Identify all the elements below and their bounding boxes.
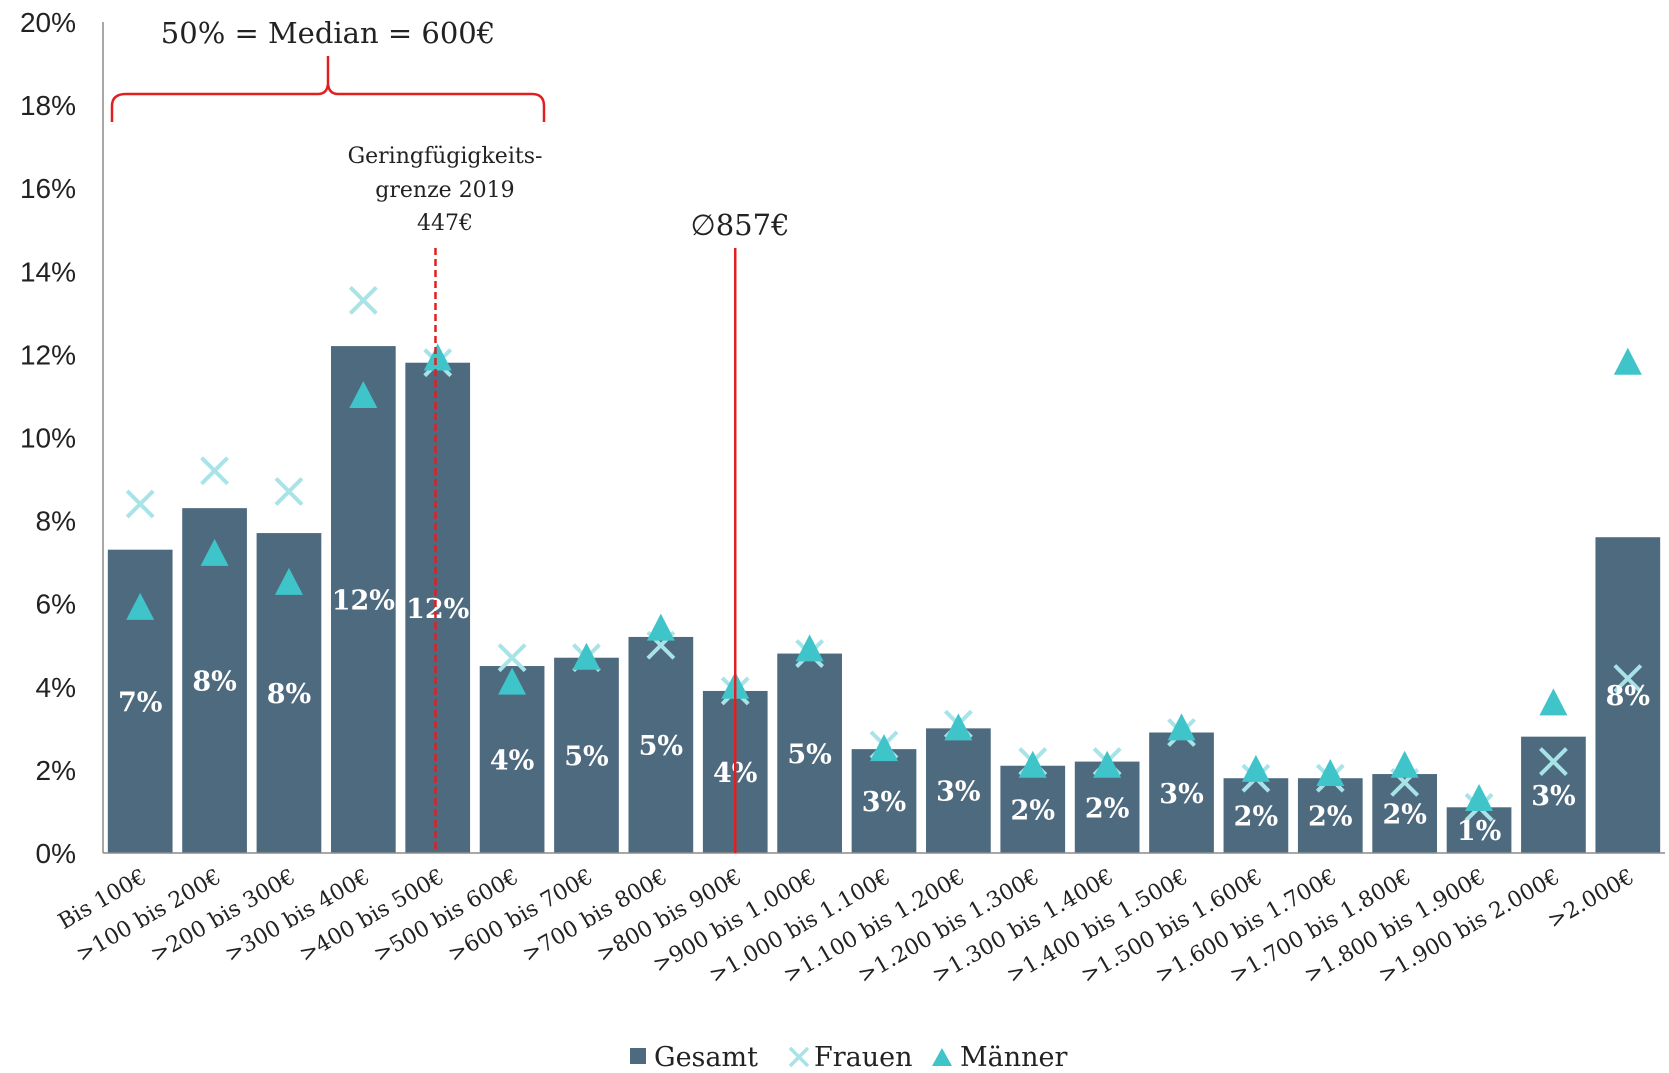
marker-frauen (274, 477, 304, 506)
bar-gesamt (1000, 765, 1066, 853)
data-label: 5% (787, 739, 831, 770)
x-axis: Bis 100€>100 bis 200€>200 bis 300€>300 b… (54, 852, 1665, 989)
marker-maenner (1316, 759, 1345, 787)
marker-maenner (646, 613, 675, 641)
bar-gesamt (926, 728, 991, 853)
median-brace (110, 56, 546, 122)
data-label: 1% (1457, 816, 1501, 847)
data-label: 2% (1085, 793, 1129, 824)
data-label: 12% (406, 594, 469, 625)
median-annotation: 50% = Median = 600€ (161, 16, 495, 50)
data-label: 3% (1159, 779, 1203, 810)
marker-maenner (1390, 750, 1419, 778)
y-tick-label: 10% (20, 423, 76, 454)
threshold-annotation-line3: 447€ (417, 211, 473, 236)
marker-frauen (1613, 664, 1643, 693)
y-tick-label: 16% (20, 173, 76, 204)
data-label: 3% (862, 787, 906, 818)
y-tick-label: 18% (20, 90, 76, 121)
data-label: 8% (1606, 681, 1650, 712)
bar-gesamt (1521, 736, 1586, 853)
mean-annotation: ∅857€ (690, 208, 789, 242)
bar-gesamt (1595, 537, 1661, 853)
marker-maenner (1241, 754, 1270, 782)
marker-maenner (126, 592, 155, 620)
legend-swatch-gesamt (630, 1048, 646, 1064)
data-label: 4% (490, 746, 534, 777)
marker-maenner (1093, 750, 1122, 778)
threshold-annotation-line2: grenze 2019 (375, 178, 514, 203)
data-label: 3% (936, 777, 980, 808)
marker-maenner (200, 538, 229, 566)
data-label: 2% (1308, 802, 1352, 833)
threshold-annotation-line1: Geringfügigkeits- (348, 144, 543, 169)
marker-maenner (349, 380, 378, 408)
legend-triangle-icon (932, 1048, 952, 1066)
y-tick-label: 4% (36, 672, 76, 703)
marker-frauen (497, 643, 527, 673)
bar-gesamt (1446, 807, 1512, 853)
marker-maenner (1018, 750, 1047, 778)
data-label: 2% (1234, 802, 1278, 833)
legend-label-frauen: Frauen (814, 1042, 913, 1073)
bar-gesamt (330, 346, 396, 853)
bar-gesamt (1149, 732, 1214, 853)
legend-x-icon (788, 1046, 810, 1068)
y-tick-label: 2% (36, 755, 76, 786)
y-tick-label: 6% (36, 589, 76, 620)
marker-maenner (1539, 688, 1568, 716)
bar-gesamt (554, 657, 619, 853)
marker-maenner (274, 567, 303, 595)
bar-gesamt (1223, 778, 1289, 853)
data-label: 5% (639, 731, 683, 762)
marker-frauen (200, 456, 229, 486)
y-axis: 0% 2% 4% 6% 8% 10% 12% 14% 16% 18% 20% (20, 7, 104, 869)
marker-maenner (498, 667, 527, 695)
bar-gesamt (1372, 774, 1438, 853)
marker-maenner (944, 713, 973, 741)
data-label: 5% (564, 741, 608, 772)
bar-gesamt (628, 636, 694, 853)
y-tick-label: 12% (20, 339, 76, 370)
data-label: 2% (1382, 800, 1426, 831)
data-label: 7% (118, 687, 162, 718)
marker-frauen (348, 285, 378, 315)
data-label: 3% (1531, 781, 1575, 812)
marker-maenner (423, 343, 452, 371)
y-tick-label: 20% (20, 7, 76, 38)
data-label: 8% (192, 667, 236, 698)
data-label: 12% (332, 586, 395, 617)
bar-gesamt (851, 749, 917, 853)
marker-frauen (1539, 747, 1568, 777)
marker-maenner (1167, 713, 1196, 741)
legend-label-gesamt: Gesamt (654, 1042, 758, 1073)
markers-maenner (126, 343, 1642, 811)
marker-maenner (1465, 783, 1494, 811)
marker-maenner (870, 734, 898, 762)
bar-gesamt (777, 653, 842, 853)
bar-gesamt (479, 666, 545, 853)
bar-gesamt (405, 362, 471, 853)
marker-maenner (572, 642, 601, 670)
data-labels: 7%8% 8%12% 12%4% 5% 5%4%5%3% 3%2% 2% 3%2% 2% 2%1%… (118, 586, 1650, 848)
y-tick-label: 8% (36, 506, 76, 537)
legend: Gesamt Frauen Männer (630, 1042, 1068, 1073)
bar-gesamt (1297, 778, 1363, 853)
marker-maenner (795, 634, 824, 662)
y-tick-label: 14% (20, 256, 76, 287)
data-label: 8% (267, 679, 311, 710)
legend-label-maenner: Männer (960, 1042, 1068, 1073)
data-label: 2% (1011, 795, 1055, 826)
marker-frauen (125, 489, 155, 519)
marker-maenner (1613, 347, 1642, 375)
y-tick-label: 0% (36, 838, 76, 869)
